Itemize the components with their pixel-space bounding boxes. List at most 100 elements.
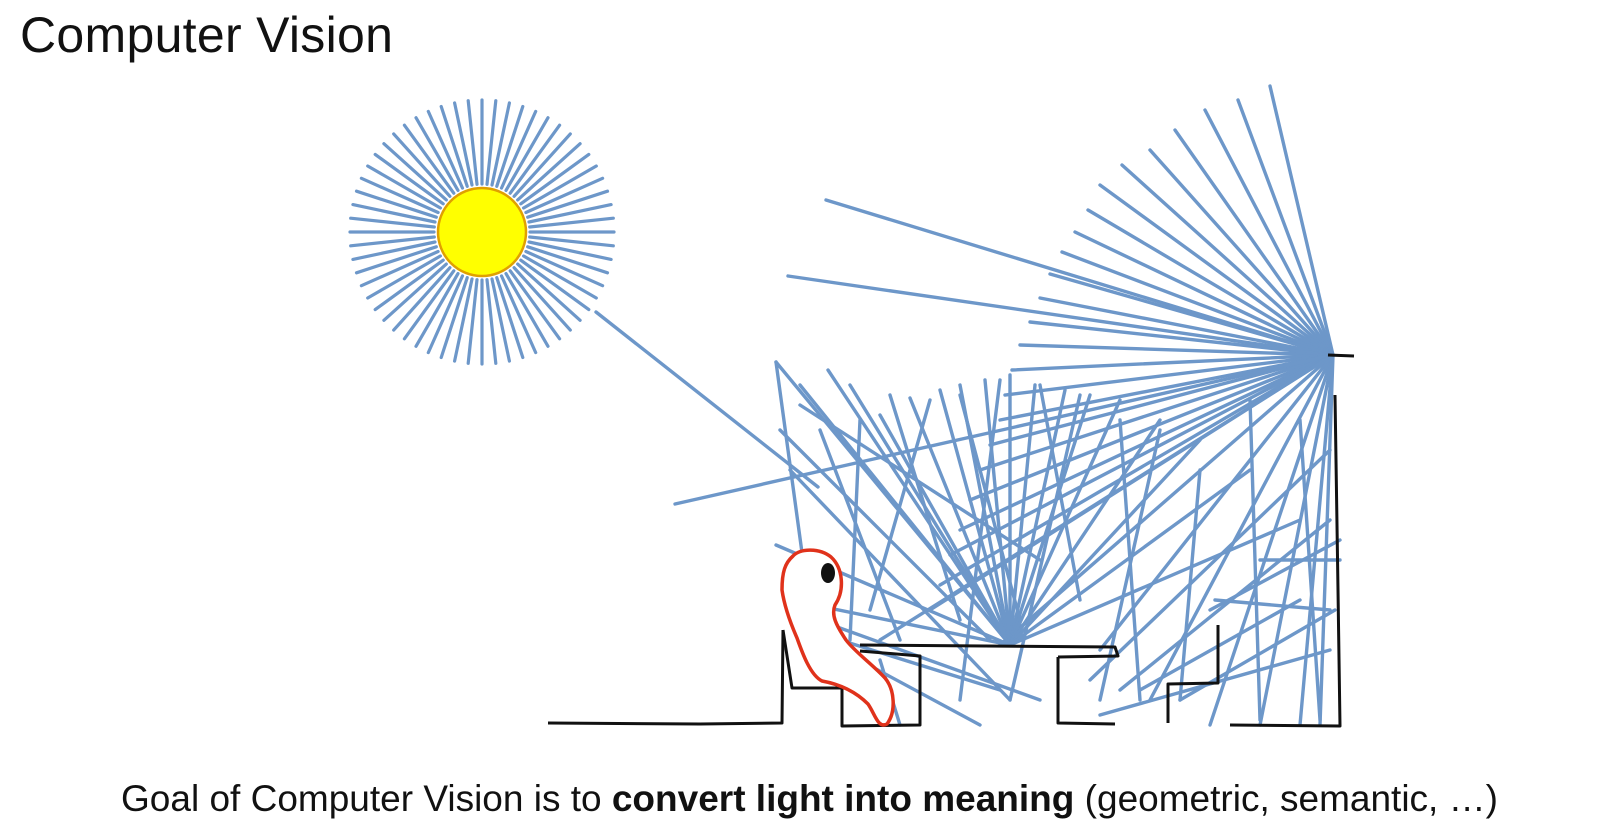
desk-outline — [781, 629, 922, 728]
scattered-ray — [1088, 448, 1332, 682]
sun-ray — [521, 164, 598, 210]
wall-light-ray — [978, 353, 1335, 472]
sun-rays — [348, 98, 616, 366]
table-reflected-ray — [1008, 388, 1067, 647]
sun-ray — [392, 132, 452, 198]
incoming-light-ray — [594, 310, 820, 489]
wall-light-ray — [1010, 353, 1335, 372]
wall-light-ray — [1268, 84, 1335, 357]
sun-ray — [439, 276, 469, 360]
wall-light-ray — [1203, 108, 1335, 357]
sun-ray — [504, 272, 550, 348]
wall-light-ray — [948, 353, 1335, 557]
wall-light-ray — [1028, 320, 1335, 357]
sun-ray — [359, 249, 440, 288]
sun-ray — [466, 278, 479, 365]
wall-light-ray — [673, 353, 1335, 506]
side-cabinet — [1166, 394, 1342, 728]
sun-ray — [524, 176, 605, 215]
sun-ray — [466, 99, 479, 186]
sun-ray — [366, 164, 442, 210]
sun-icon — [436, 186, 528, 278]
table-reflected-ray — [848, 383, 1012, 647]
wall-light-ray — [1038, 296, 1335, 357]
sun-ray — [519, 152, 591, 206]
light-scene-diagram — [348, 84, 1355, 728]
scattered-ray — [1213, 598, 1332, 612]
sun-ray — [490, 101, 511, 187]
sun-ray — [359, 176, 440, 215]
sun-ray — [526, 189, 610, 219]
sun-ray — [354, 189, 438, 219]
scene-outline — [547, 353, 1355, 728]
scattered-ray — [1138, 598, 1302, 692]
sun-ray — [402, 269, 456, 341]
sun-ray — [453, 277, 474, 363]
caption-lead: Goal of Computer Vision is to — [121, 778, 612, 819]
sun-ray — [490, 277, 511, 363]
sun-ray — [504, 116, 550, 192]
scattered-ray — [888, 393, 962, 622]
wall-light-ray — [1258, 353, 1335, 727]
sun-ray — [516, 262, 582, 322]
slide-title: Computer Vision — [20, 7, 394, 63]
table-top — [859, 643, 1120, 659]
sun-ray — [402, 123, 456, 195]
sun-ray — [392, 266, 452, 332]
wall-light-ray — [1298, 353, 1335, 727]
sun-ray — [485, 99, 498, 186]
sun-ray — [382, 262, 448, 322]
scattered-ray — [1298, 418, 1322, 722]
sun-ray — [354, 245, 438, 275]
wall-light-fixture — [1327, 353, 1355, 358]
scattered-light-rays — [594, 84, 1342, 727]
sun-ray — [512, 132, 572, 198]
wall-light-ray — [968, 353, 1335, 502]
scattered-ray — [818, 428, 902, 642]
table-right-leg — [1056, 657, 1116, 726]
wall-light-ray — [1173, 128, 1335, 357]
wall-light-ray — [1086, 208, 1335, 357]
wall-light-ray — [938, 353, 1335, 587]
sun-ray — [527, 240, 613, 261]
eye-icon — [821, 563, 835, 583]
table-reflected-ray — [983, 378, 1012, 647]
ground-line — [547, 629, 785, 726]
sun-ray — [512, 266, 572, 332]
sun-ray — [499, 274, 538, 355]
sun-ray — [485, 278, 498, 365]
sun-ray — [351, 240, 437, 261]
wall-light-ray — [1098, 353, 1335, 652]
sun-ray — [373, 258, 445, 312]
wall-light-ray — [1318, 353, 1335, 727]
scattered-ray — [798, 403, 1042, 562]
scattered-ray — [848, 418, 862, 642]
sun-ray — [528, 216, 615, 229]
sun-ray — [439, 104, 469, 188]
wall-light-ray — [1018, 343, 1335, 357]
sun-ray — [349, 216, 436, 229]
caption-tail: (geometric, semantic, …) — [1074, 778, 1498, 819]
sun-ray — [349, 235, 436, 248]
sun-ray — [426, 109, 465, 190]
wall-light-ray — [1003, 353, 1335, 397]
sun-ray — [524, 249, 605, 288]
scattered-ray — [1008, 393, 1082, 702]
sun-ray — [373, 152, 445, 206]
sun-ray — [351, 203, 437, 224]
sun-ray — [508, 123, 562, 195]
wall-light-ray — [786, 274, 1335, 357]
sun-ray — [495, 276, 525, 360]
table-reflected-ray — [878, 413, 1012, 647]
scattered-ray — [788, 468, 1012, 702]
table-reflected-ray — [1008, 418, 1162, 647]
table-reflected-ray — [908, 396, 1012, 647]
slide-caption: Goal of Computer Vision is to convert li… — [0, 778, 1619, 820]
sun-ray — [495, 104, 525, 188]
scattered-ray — [868, 398, 932, 612]
sun-ray — [521, 254, 598, 300]
person-outline — [780, 548, 895, 727]
scattered-ray — [1038, 383, 1082, 602]
sun-ray — [508, 269, 562, 341]
wall-light-ray — [1073, 230, 1335, 357]
